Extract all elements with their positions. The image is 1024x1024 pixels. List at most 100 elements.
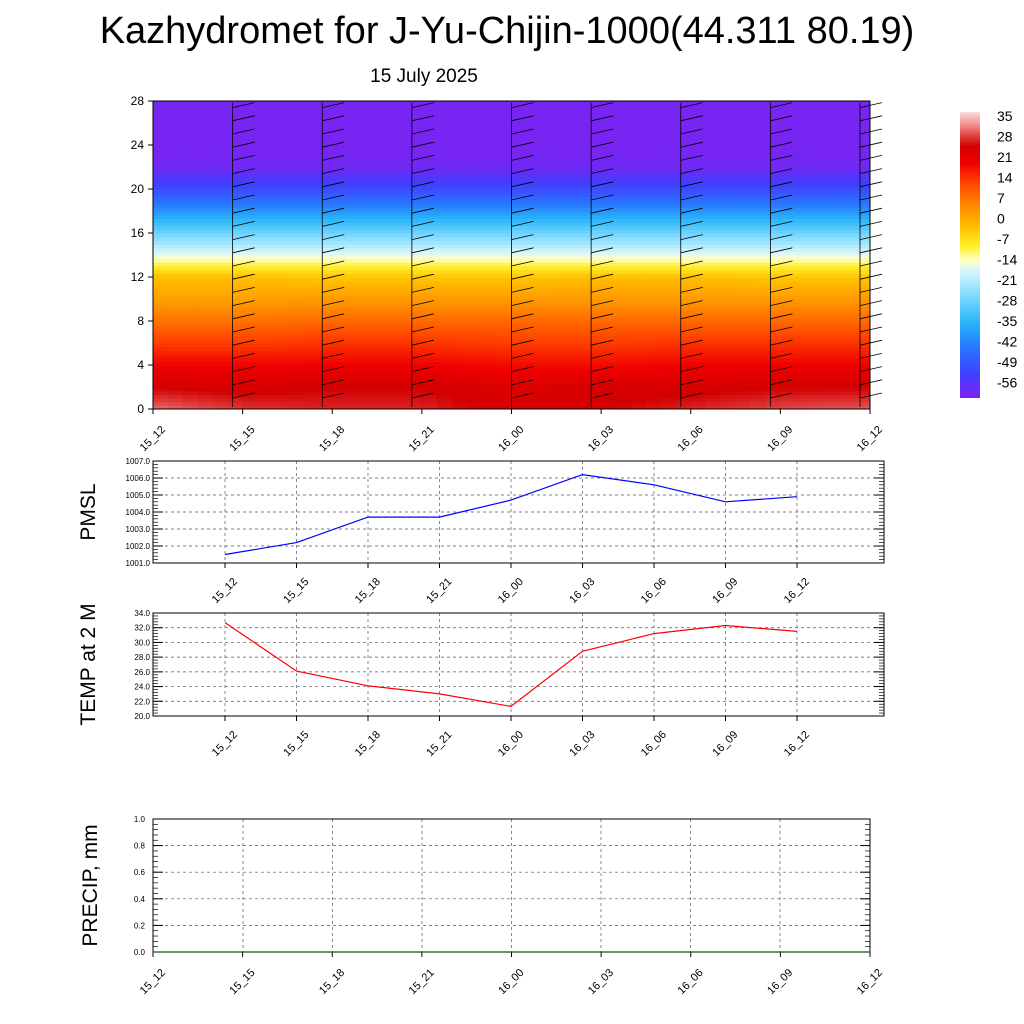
heatmap-cell: [795, 291, 811, 296]
heatmap-cell: [436, 163, 453, 168]
heatmap-cell: [645, 211, 662, 216]
heatmap-cell: [765, 240, 781, 245]
heatmap-cell: [287, 233, 303, 238]
heatmap-cell: [526, 200, 542, 205]
heatmap-cell: [212, 328, 229, 333]
heatmap-cell: [302, 295, 318, 300]
heatmap-cell: [780, 266, 796, 271]
heatmap-cell: [720, 196, 737, 201]
heatmap-cell: [765, 200, 781, 205]
heatmap-cell: [362, 101, 378, 106]
heatmap-cell: [212, 376, 229, 381]
heatmap-cell: [406, 240, 423, 245]
heatmap-cell: [287, 350, 303, 355]
heatmap-cell: [481, 401, 498, 406]
heatmap-cell: [840, 288, 856, 293]
heatmap-cell: [631, 291, 647, 296]
heatmap-cell: [795, 354, 811, 359]
heatmap-cell: [750, 284, 767, 289]
heatmap-cell: [735, 328, 752, 333]
heatmap-cell: [690, 178, 707, 183]
heatmap-cell: [212, 277, 229, 282]
heatmap-cell: [272, 104, 289, 109]
heatmap-cell: [242, 148, 259, 153]
heatmap-cell: [302, 394, 318, 399]
heatmap-cell: [840, 277, 856, 282]
heatmap-cell: [257, 306, 274, 311]
heatmap-cell: [406, 112, 423, 117]
heatmap-cell: [795, 299, 811, 304]
heatmap-cell: [377, 343, 393, 348]
heatmap-cell: [153, 123, 169, 128]
heatmap-cell: [481, 141, 498, 146]
heatmap-cell: [765, 258, 781, 263]
wind-barb: [591, 247, 614, 254]
heatmap-cell: [272, 148, 289, 153]
heatmap-cell: [645, 192, 662, 197]
heatmap-cell: [362, 273, 378, 278]
heatmap-cell: [496, 310, 513, 315]
heatmap-cell: [421, 148, 438, 153]
heatmap-cell: [362, 148, 378, 153]
heatmap-cell: [645, 229, 662, 234]
heatmap-cell: [840, 104, 856, 109]
heatmap-cell: [765, 291, 781, 296]
heatmap-cell: [347, 137, 363, 142]
heatmap-cell: [735, 170, 752, 175]
heatmap-cell: [645, 247, 662, 252]
heatmap-cell: [466, 251, 483, 256]
heatmap-cell: [750, 207, 767, 212]
heatmap-cell: [720, 266, 737, 271]
heatmap-cell: [392, 387, 408, 392]
heatmap-cell: [765, 273, 781, 278]
heatmap-cell: [705, 119, 722, 124]
heatmap-cell: [287, 379, 303, 384]
heatmap-cell: [377, 251, 393, 256]
heatmap-cell: [840, 390, 856, 395]
heatmap-cell: [227, 328, 244, 333]
heatmap-cell: [496, 134, 513, 139]
heatmap-cell: [750, 361, 767, 366]
heatmap-cell: [780, 295, 796, 300]
heatmap-cell: [362, 324, 378, 329]
heatmap-cell: [705, 108, 722, 113]
heatmap-cell: [496, 108, 513, 113]
heatmap-cell: [631, 126, 647, 131]
heatmap-cell: [392, 115, 408, 120]
heatmap-cell: [272, 247, 289, 252]
heatmap-cell: [855, 126, 870, 131]
heatmap-cell: [182, 192, 199, 197]
heatmap-cell: [571, 130, 587, 135]
heatmap-cell: [780, 269, 796, 274]
wind-barb: [680, 379, 703, 386]
heatmap-cell: [197, 328, 214, 333]
heatmap-cell: [406, 291, 423, 296]
heatmap-cell: [347, 192, 363, 197]
heatmap-cell: [571, 174, 587, 179]
heatmap-cell: [481, 328, 498, 333]
heatmap-cell: [332, 394, 348, 399]
heatmap-cell: [690, 372, 707, 377]
heatmap-cell: [406, 145, 423, 150]
heatmap-cell: [197, 251, 214, 256]
wind-barb: [322, 353, 345, 359]
y-tick-label: 1001.0: [126, 559, 151, 568]
heatmap-cell: [601, 101, 617, 106]
heatmap-cell: [302, 185, 318, 190]
heatmap-cell: [526, 196, 542, 201]
heatmap-cell: [810, 387, 826, 392]
heatmap-cell: [302, 321, 318, 326]
heatmap-cell: [272, 376, 289, 381]
heatmap-cell: [347, 233, 363, 238]
heatmap-cell: [645, 207, 662, 212]
heatmap-cell: [750, 394, 767, 399]
heatmap-cell: [406, 156, 423, 161]
heatmap-cell: [511, 350, 528, 355]
heatmap-cell: [406, 401, 423, 406]
heatmap-cell: [705, 299, 722, 304]
heatmap-cell: [616, 280, 632, 285]
heatmap-cell: [406, 317, 423, 322]
heatmap-cell: [795, 401, 811, 406]
heatmap-cell: [675, 167, 692, 172]
heatmap-cell: [257, 372, 274, 377]
